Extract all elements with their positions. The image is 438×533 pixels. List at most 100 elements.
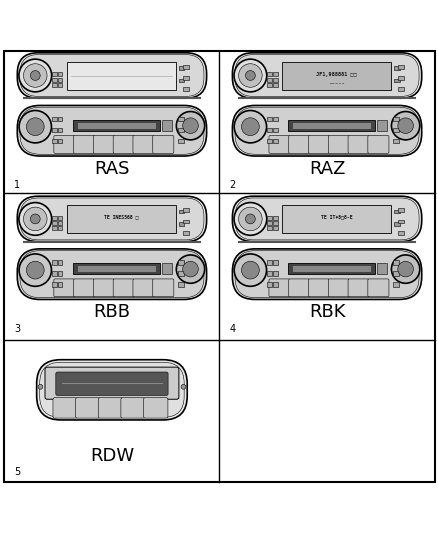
Bar [58, 282, 62, 287]
Circle shape [238, 207, 261, 231]
Bar [73, 263, 160, 274]
Circle shape [38, 384, 43, 389]
Circle shape [182, 261, 198, 277]
FancyBboxPatch shape [20, 107, 204, 154]
FancyBboxPatch shape [54, 279, 75, 297]
FancyBboxPatch shape [20, 198, 204, 240]
FancyBboxPatch shape [74, 135, 95, 154]
Bar [393, 79, 399, 82]
Bar [78, 266, 155, 272]
Text: JF1,988881 □□: JF1,988881 □□ [315, 72, 356, 77]
Bar [78, 123, 155, 128]
Bar [288, 263, 374, 274]
Circle shape [241, 118, 259, 135]
Bar [52, 72, 57, 76]
Circle shape [245, 70, 255, 80]
Bar [52, 139, 57, 143]
Bar [397, 76, 403, 80]
Bar [183, 76, 188, 80]
Text: 3: 3 [14, 324, 20, 334]
Bar [397, 208, 403, 212]
FancyBboxPatch shape [268, 279, 290, 297]
FancyBboxPatch shape [113, 279, 134, 297]
Bar [179, 79, 184, 82]
Circle shape [245, 214, 255, 224]
Bar [272, 72, 277, 76]
Circle shape [24, 207, 47, 231]
Bar [58, 117, 62, 121]
Bar [267, 83, 271, 87]
Circle shape [176, 255, 204, 283]
Bar [397, 64, 403, 69]
Text: 2: 2 [229, 180, 235, 190]
Text: RBB: RBB [93, 303, 130, 321]
Text: RDW: RDW [90, 447, 134, 465]
Bar [267, 128, 271, 132]
Text: 4: 4 [229, 324, 235, 334]
Bar [267, 227, 271, 230]
Bar [178, 128, 184, 132]
Circle shape [19, 59, 52, 92]
Circle shape [19, 110, 51, 143]
FancyBboxPatch shape [54, 135, 75, 154]
Text: TE IT♦8□8-E: TE IT♦8□8-E [320, 214, 352, 219]
Bar [52, 227, 57, 230]
Circle shape [397, 261, 413, 277]
FancyBboxPatch shape [17, 53, 206, 98]
Bar [67, 62, 176, 90]
FancyBboxPatch shape [20, 251, 204, 298]
Bar [393, 209, 399, 213]
FancyBboxPatch shape [93, 279, 114, 297]
Bar [267, 282, 271, 287]
Bar [272, 221, 277, 225]
FancyBboxPatch shape [234, 198, 418, 240]
Bar [397, 231, 403, 235]
Bar [183, 87, 188, 91]
Bar [183, 220, 188, 223]
Bar [272, 83, 277, 87]
FancyBboxPatch shape [17, 249, 206, 300]
Bar [267, 260, 271, 264]
FancyBboxPatch shape [133, 135, 154, 154]
Bar [178, 260, 184, 264]
Text: TE INES568 □: TE INES568 □ [104, 214, 138, 219]
Circle shape [30, 70, 40, 80]
Bar [288, 119, 374, 131]
Bar [392, 117, 398, 121]
FancyBboxPatch shape [75, 398, 100, 418]
Circle shape [19, 254, 51, 286]
FancyBboxPatch shape [45, 367, 178, 399]
Bar [58, 78, 62, 82]
Bar [179, 209, 184, 213]
Bar [272, 282, 277, 287]
Circle shape [238, 64, 261, 87]
Bar [267, 72, 271, 76]
Bar [183, 208, 188, 212]
Bar [393, 222, 399, 226]
Text: 5: 5 [14, 467, 20, 477]
Bar [179, 222, 184, 226]
Bar [67, 205, 176, 233]
Bar [58, 227, 62, 230]
Bar [52, 78, 57, 82]
Bar [58, 128, 62, 132]
Bar [267, 216, 271, 220]
Bar [376, 119, 387, 131]
Bar [392, 139, 398, 143]
Text: RAS: RAS [94, 160, 129, 178]
Bar [397, 220, 403, 223]
FancyBboxPatch shape [232, 106, 421, 156]
FancyBboxPatch shape [17, 196, 206, 241]
Circle shape [26, 261, 44, 279]
FancyBboxPatch shape [234, 54, 418, 96]
Bar [52, 117, 57, 121]
Bar [52, 271, 57, 276]
Bar [376, 263, 387, 274]
Circle shape [233, 59, 266, 92]
Bar [178, 282, 184, 287]
Bar [272, 117, 277, 121]
Bar [52, 216, 57, 220]
Circle shape [241, 261, 259, 279]
Circle shape [26, 118, 44, 135]
FancyBboxPatch shape [234, 107, 418, 154]
